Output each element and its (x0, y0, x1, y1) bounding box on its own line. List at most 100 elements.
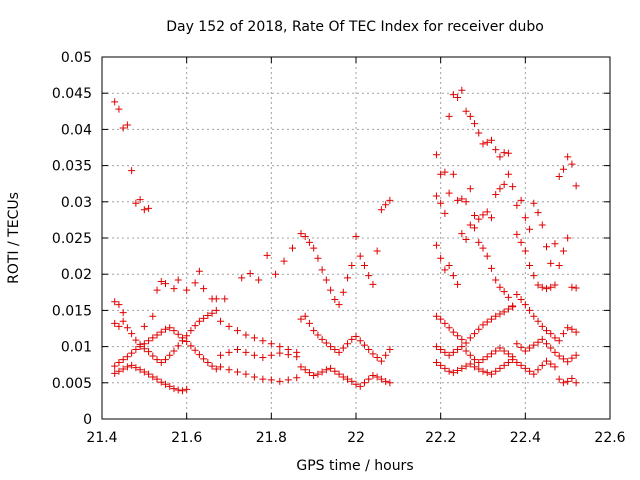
data-point (111, 319, 119, 327)
data-point (496, 283, 504, 291)
data-point (386, 196, 394, 204)
data-point (513, 290, 521, 298)
data-point (445, 367, 453, 375)
data-point (111, 362, 119, 370)
data-point (369, 350, 377, 358)
data-point (564, 234, 572, 242)
data-point (500, 180, 508, 188)
data-point (318, 266, 326, 274)
data-point (314, 254, 322, 262)
data-point (331, 367, 339, 375)
data-point (322, 339, 330, 347)
data-point (153, 356, 161, 364)
data-point (475, 238, 483, 246)
data-point (475, 325, 483, 333)
data-point (504, 149, 512, 157)
y-tick-label: 0.015 (52, 303, 92, 319)
data-point (504, 305, 512, 313)
data-point (432, 312, 440, 320)
data-point (386, 379, 394, 387)
data-point (344, 274, 352, 282)
data-point (466, 334, 474, 342)
data-point (153, 375, 161, 383)
data-point (500, 288, 508, 296)
data-point (530, 272, 538, 280)
data-point (119, 124, 127, 132)
data-point (250, 351, 258, 359)
data-point (195, 317, 203, 325)
data-point (183, 385, 191, 393)
data-point (382, 201, 390, 209)
data-point (547, 330, 555, 338)
data-point (462, 198, 470, 206)
data-point (255, 276, 263, 284)
data-point (449, 348, 457, 356)
data-point (293, 353, 301, 361)
data-point (568, 354, 576, 362)
data-point (538, 221, 546, 229)
data-point (162, 356, 169, 364)
data-point (555, 172, 563, 180)
data-point (339, 288, 347, 296)
plot-frame (101, 56, 611, 420)
data-point (259, 375, 267, 383)
data-point (496, 185, 504, 193)
data-point (293, 374, 301, 382)
data-point (458, 335, 466, 343)
data-point (145, 204, 153, 212)
data-point (356, 337, 364, 345)
data-point (471, 212, 479, 220)
data-point (267, 351, 275, 359)
data-point (496, 153, 504, 161)
data-point (479, 140, 487, 148)
data-point (339, 373, 347, 381)
data-point (115, 105, 123, 113)
data-point (475, 129, 483, 137)
data-point (149, 334, 157, 342)
data-point (483, 318, 491, 326)
y-tick-label: 0.045 (52, 86, 92, 102)
data-point (310, 372, 318, 380)
data-point (517, 238, 525, 246)
data-point (530, 312, 538, 320)
data-point (115, 367, 123, 375)
data-point (479, 321, 487, 329)
data-point (115, 322, 123, 330)
y-tick-label: 0.03 (61, 195, 92, 211)
data-point (483, 369, 491, 377)
data-point (445, 262, 453, 270)
data-point (564, 324, 572, 332)
data-point (149, 352, 157, 360)
data-point (437, 345, 445, 353)
data-point (521, 247, 529, 255)
data-point (382, 377, 390, 385)
x-tick-label: 22 (347, 430, 365, 446)
data-point (504, 350, 512, 358)
data-point (471, 224, 479, 232)
data-point (369, 372, 377, 380)
data-point (250, 373, 258, 381)
data-point (305, 319, 313, 327)
data-point (259, 337, 267, 345)
data-point (555, 337, 563, 345)
data-point (331, 296, 339, 304)
data-point (335, 370, 343, 378)
data-point (123, 353, 131, 361)
data-point (157, 277, 165, 285)
data-point (284, 376, 292, 384)
data-point (217, 363, 225, 371)
data-point (322, 366, 330, 374)
data-point (500, 361, 508, 369)
data-point (559, 165, 567, 173)
data-point (111, 369, 119, 377)
x-tick-label: 21.6 (171, 430, 202, 446)
data-point (487, 264, 495, 272)
data-point (145, 348, 153, 356)
data-point (335, 348, 343, 356)
data-point (462, 107, 470, 115)
data-point (162, 380, 169, 388)
data-point (492, 347, 500, 355)
data-point (373, 247, 381, 255)
data-point (145, 337, 153, 345)
